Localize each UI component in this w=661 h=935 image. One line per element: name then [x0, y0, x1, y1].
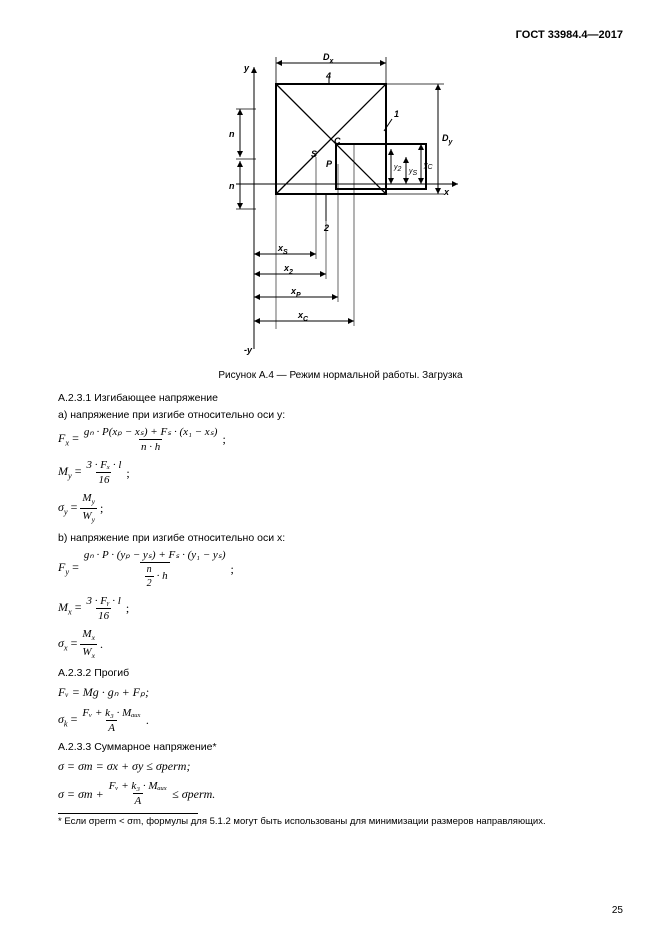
- footnote-rule: [58, 813, 198, 814]
- heading-a232: А.2.3.2 Прогиб: [58, 666, 623, 680]
- point-p: P: [326, 159, 333, 169]
- formula-sum1: σ = σm = σx + σy ≤ σperm;: [58, 758, 623, 774]
- case-a: а) напряжение при изгибе относительно ос…: [58, 408, 623, 422]
- formula-sum2: σ = σm + Fᵥ + k₃ · MₐᵤₓA ≤ σperm.: [58, 780, 623, 807]
- formula-fx: Fx = gₙ · P(xₚ − xₛ) + Fₛ · (x₁ − xₛ)n ·…: [58, 426, 623, 453]
- dim-n-top: n: [229, 129, 235, 139]
- page: ГОСТ 33984.4—2017 y -y x: [0, 0, 661, 935]
- dim-dy: Dy: [442, 133, 454, 146]
- heading-a231: А.2.3.1 Изгибающее напряжение: [58, 391, 623, 405]
- load-outline: [336, 144, 426, 189]
- dim-n-bot: n: [229, 181, 235, 191]
- formula-fy: Fy = gₙ · P · (yₚ − yₛ) + Fₛ · (y₁ − yₛ)…: [58, 549, 623, 589]
- figure-caption: Рисунок А.4 — Режим нормальной работы. З…: [58, 369, 623, 383]
- footnote: * Если σperm < σm, формулы для 5.1.2 мог…: [58, 816, 623, 829]
- formula-sigma-x: σx = Mx Wx .: [58, 628, 623, 660]
- document-header: ГОСТ 33984.4—2017: [58, 28, 623, 43]
- case-b: b) напряжение при изгибе относительно ос…: [58, 531, 623, 545]
- formula-fv: Fᵥ = Mg · gₙ + Fₚ;: [58, 684, 623, 700]
- label-4: 4: [325, 71, 331, 81]
- y-axis-label: y: [243, 63, 250, 73]
- dim-yc: yC: [423, 162, 434, 171]
- formula-sigma-k: σk = Fᵥ + k₃ · MₐᵤₓA .: [58, 707, 623, 734]
- dim-ys: yS: [408, 168, 418, 177]
- formula-my: My = 3 · Fₓ · l16 ;: [58, 459, 623, 486]
- x-axis-label: x: [443, 187, 450, 197]
- label-1: 1: [394, 109, 399, 119]
- formula-mx: Mx = 3 · Fᵧ · l16 ;: [58, 595, 623, 622]
- heading-a233: А.2.3.3 Суммарное напряжение*: [58, 740, 623, 754]
- dim-y2: y2: [393, 164, 402, 173]
- figure-a4-diagram: y -y x 4 1 2 S P C: [216, 49, 466, 359]
- neg-y-label: -y: [244, 345, 253, 355]
- formula-sigma-y: σy = My Wy ;: [58, 492, 623, 524]
- point-c: C: [334, 136, 341, 146]
- page-number: 25: [612, 904, 623, 918]
- figure-a4: y -y x 4 1 2 S P C: [58, 49, 623, 363]
